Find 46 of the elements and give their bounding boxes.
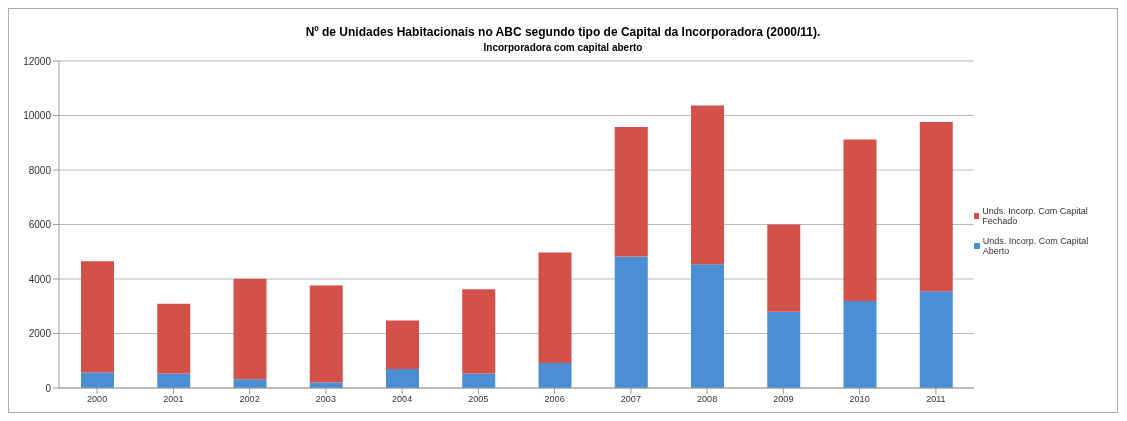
bar <box>233 379 267 388</box>
y-tick-label: 10000 <box>23 110 52 122</box>
bar <box>157 303 191 374</box>
chart-title: Nº de Unidades Habitacionais no ABC segundo tipo de Capital da Incorporadora (2000/11). <box>304 25 822 39</box>
y-tick-label: 4000 <box>28 273 52 285</box>
bar <box>538 362 572 388</box>
y-tick-label: 12000 <box>23 55 52 67</box>
bar <box>767 224 801 312</box>
y-tick-label: 6000 <box>28 219 52 231</box>
y-tick-label: 8000 <box>28 164 52 176</box>
bar <box>691 264 724 388</box>
bar <box>614 256 648 388</box>
x-tick-label: 2005 <box>468 394 489 405</box>
bar <box>919 291 953 388</box>
legend-label: Unds. Incorp. Com Capital Aberto <box>982 235 1090 256</box>
y-tick-label: 2000 <box>28 328 52 340</box>
bar <box>462 289 496 374</box>
bar <box>614 126 648 257</box>
bar <box>919 122 953 292</box>
bar <box>538 252 572 363</box>
x-tick-label: 2008 <box>697 394 718 405</box>
bar <box>767 311 801 388</box>
x-tick-label: 2001 <box>163 394 184 405</box>
x-tick-label: 2002 <box>239 394 260 405</box>
bar <box>462 373 496 388</box>
x-tick-label: 2003 <box>315 394 336 405</box>
x-tick-label: 2007 <box>620 394 641 405</box>
x-tick-label: 2006 <box>544 394 565 405</box>
bar <box>309 285 343 383</box>
bar <box>233 278 267 380</box>
bar <box>157 373 191 388</box>
legend-label: Unds. Incorp. Com Capital Fechado <box>982 205 1089 226</box>
chart-subtitle: Incorporadora com capital aberto <box>482 42 644 53</box>
x-tick-label: 2004 <box>392 394 413 405</box>
bar <box>843 139 877 302</box>
x-tick-label: 2011 <box>926 394 946 405</box>
bar <box>81 261 114 373</box>
y-tick-label: 0 <box>45 382 52 394</box>
bar <box>81 372 114 388</box>
bar <box>843 301 877 388</box>
bar <box>691 105 724 265</box>
x-tick-label: 2010 <box>849 394 870 405</box>
bar <box>386 368 419 388</box>
bar <box>386 320 419 369</box>
x-tick-label: 2009 <box>773 394 794 405</box>
x-tick-label: 2000 <box>87 394 108 405</box>
